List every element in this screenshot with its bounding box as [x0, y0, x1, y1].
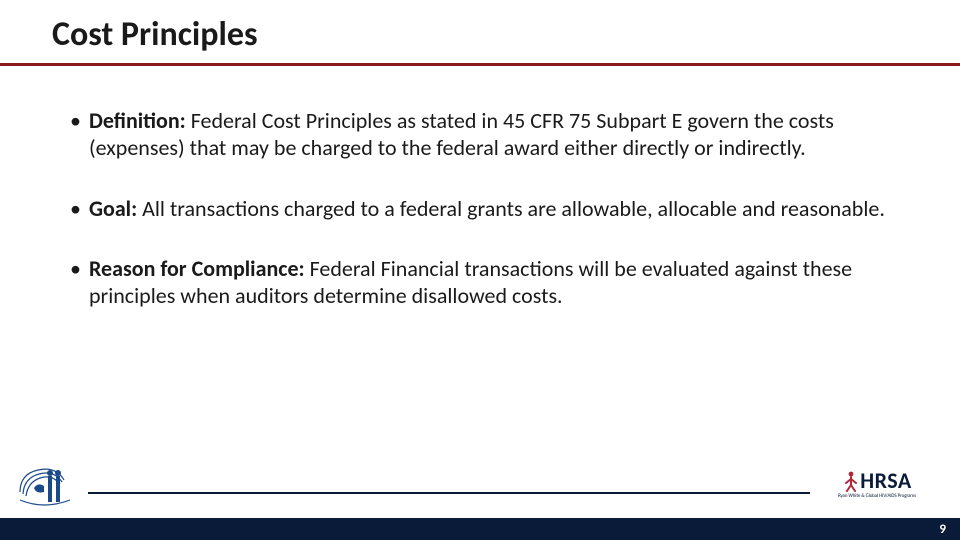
hhs-logo-icon: [14, 462, 76, 510]
hrsa-mark-icon: [842, 470, 860, 492]
hrsa-wordmark: HRSA: [842, 470, 912, 492]
bullet-definition: • Definition: Federal Cost Principles as…: [70, 108, 890, 162]
bullet-goal: • Goal: All transactions charged to a fe…: [70, 196, 890, 223]
bullet-label: Definition:: [89, 107, 186, 134]
slide: Cost Principles • Definition: Federal Co…: [0, 0, 960, 540]
bullet-text: Reason for Compliance: Federal Financial…: [89, 256, 890, 310]
bullet-body: All transactions charged to a federal gr…: [137, 195, 885, 222]
footer-rule: [88, 492, 810, 494]
bullet-label: Reason for Compliance:: [89, 255, 305, 282]
page-number: 9: [939, 522, 946, 537]
bullet-dot-icon: •: [70, 108, 81, 135]
bullet-dot-icon: •: [70, 196, 81, 223]
hrsa-tagline: Ryan White & Global HIV/AIDS Programs: [838, 493, 916, 499]
hrsa-text: HRSA: [860, 470, 912, 492]
title-block: Cost Principles: [0, 0, 960, 55]
page-title: Cost Principles: [52, 14, 960, 55]
bullet-text: Goal: All transactions charged to a fede…: [89, 196, 890, 223]
hrsa-logo: HRSA Ryan White & Global HIV/AIDS Progra…: [822, 470, 932, 510]
footer-ribbon: 9: [0, 518, 960, 540]
bullet-label: Goal:: [89, 195, 137, 222]
bullet-dot-icon: •: [70, 256, 81, 283]
body: • Definition: Federal Cost Principles as…: [0, 66, 960, 540]
bullet-text: Definition: Federal Cost Principles as s…: [89, 108, 890, 162]
bullet-body: Federal Cost Principles as stated in 45 …: [89, 107, 834, 161]
bullet-reason: • Reason for Compliance: Federal Financi…: [70, 256, 890, 310]
